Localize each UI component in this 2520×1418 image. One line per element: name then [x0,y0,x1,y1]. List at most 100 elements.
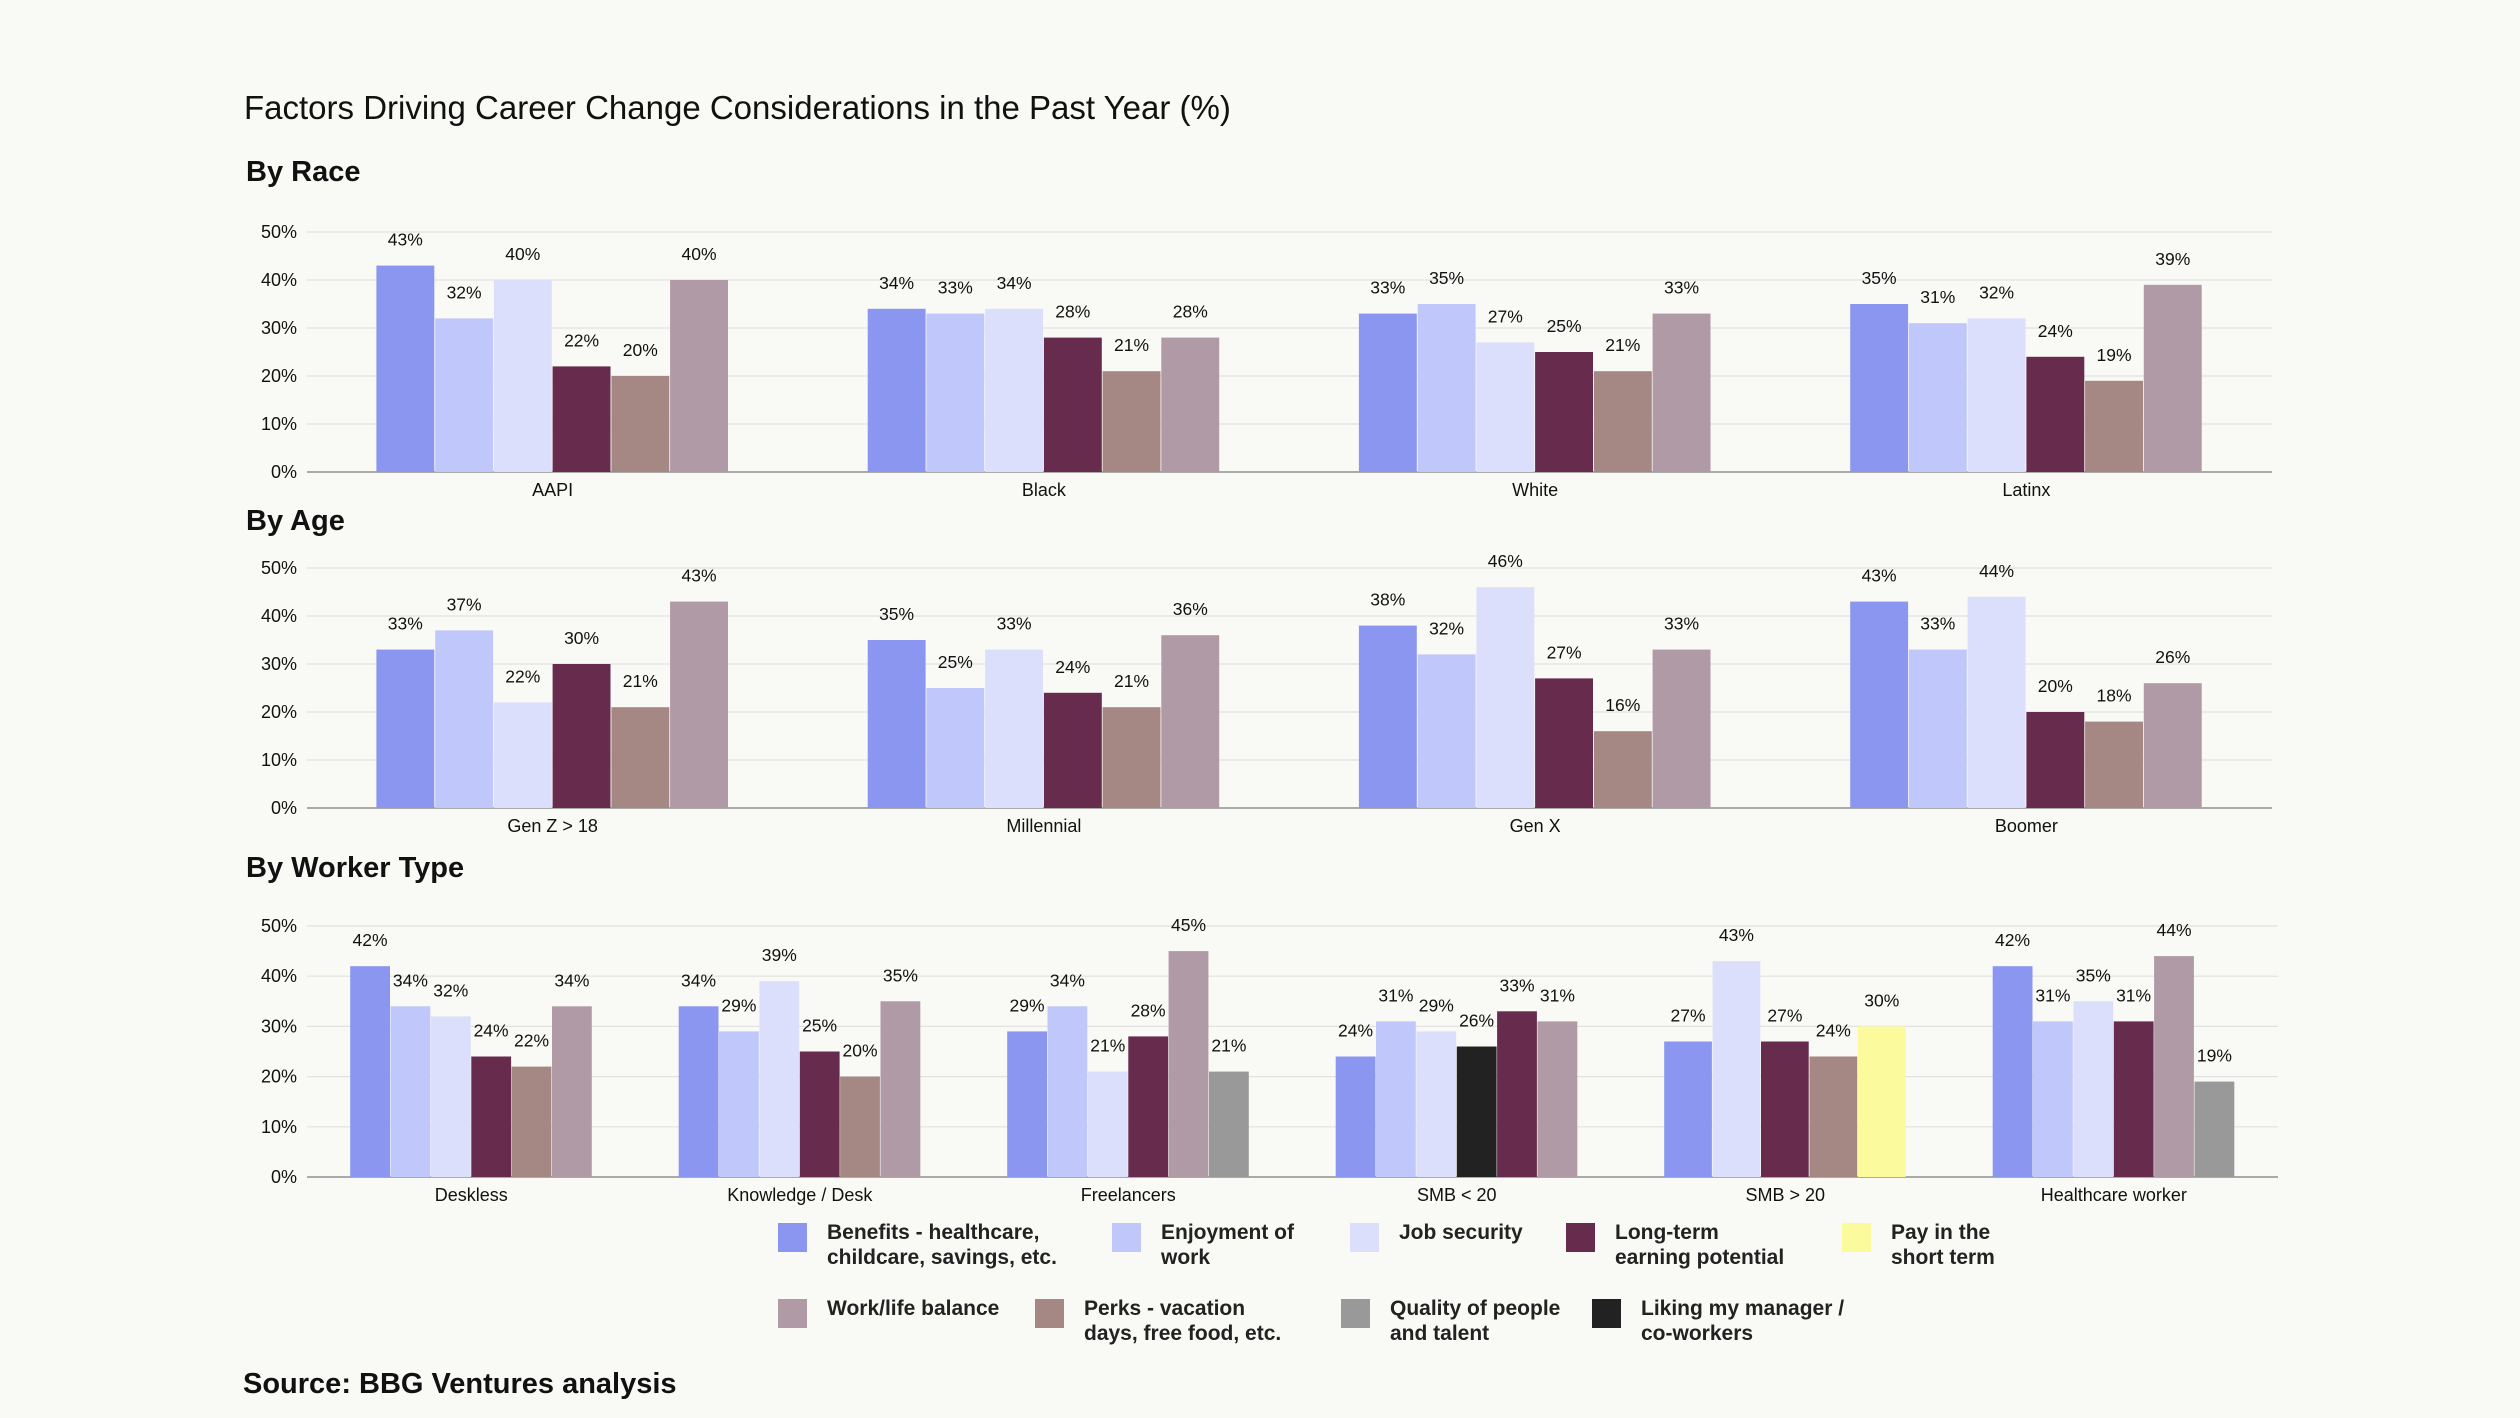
y-tick-label: 30% [261,654,297,674]
data-label: 21% [1211,1036,1246,1056]
bar-boomer-enjoyment [1908,649,1967,808]
data-label: 28% [1055,302,1090,322]
bar-white-enjoyment [1417,304,1476,472]
y-tick-label: 30% [261,1016,297,1036]
data-label: 21% [1114,335,1149,355]
bar-gen-z-18-benefits [376,649,435,808]
legend-swatch-enjoyment [1112,1223,1141,1252]
category-label: AAPI [532,480,573,500]
race-chart: 0% 10% 20% 30% 40% 50% 43% 32% 40% 22% 20% 40% AAPI 3… [261,222,2272,500]
data-label: 32% [447,282,482,302]
data-label: 24% [2038,321,2073,341]
data-label: 35% [1862,268,1897,288]
race-section-title: By Race [246,156,360,188]
data-label: 21% [1605,335,1640,355]
data-label: 33% [388,614,423,634]
legend-label-longterm: earning potential [1615,1246,1784,1269]
bar-freelancers-benefits [1007,1031,1047,1177]
legend-label-benefits: childcare, savings, etc. [827,1246,1057,1269]
bar-freelancers-enjoyment [1047,1006,1088,1177]
data-label: 20% [842,1041,877,1061]
data-label: 43% [1862,566,1897,586]
data-label: 32% [1429,618,1464,638]
y-tick-label: 0% [271,1167,297,1187]
data-label: 31% [1920,287,1955,307]
y-tick-label: 20% [261,1067,297,1087]
data-label: 33% [1499,975,1534,995]
bar-white-jobsec [1476,342,1535,472]
data-label: 37% [447,594,482,614]
bar-latinx-enjoyment [1908,323,1967,472]
data-label: 35% [2076,965,2111,985]
data-label: 24% [1338,1021,1373,1041]
data-label: 27% [1767,1006,1802,1026]
y-tick-label: 20% [261,702,297,722]
bar-knowledge-desk-benefits [678,1006,719,1177]
y-tick-label: 50% [261,222,297,242]
data-label: 16% [1605,695,1640,715]
y-tick-label: 40% [261,966,297,986]
age-chart: 0% 10% 20% 30% 40% 50% 33% 37% 22% 30% 21% 43% Gen Z… [261,551,2272,836]
data-label: 43% [681,566,716,586]
bar-healthcare-worker-jobsec [2073,1001,2114,1177]
data-label: 31% [1378,985,1413,1005]
data-label: 33% [997,614,1032,634]
data-label: 39% [762,945,797,965]
bar-black-jobsec [985,308,1043,472]
bar-freelancers-longterm [1128,1036,1169,1177]
data-label: 24% [1816,1021,1851,1041]
bar-freelancers-jobsec [1087,1071,1128,1177]
bar-gen-x-longterm [1535,678,1593,808]
bar-gen-z-18-jobsec [493,702,552,808]
data-label: 34% [681,970,716,990]
data-label: 38% [1370,590,1405,610]
data-label: 35% [879,604,914,624]
bar-millennial-worklife [1161,635,1220,808]
data-label: 39% [2155,249,2190,269]
category-label: Boomer [1995,816,2058,836]
bar-smb-20-perks [1809,1056,1858,1177]
bar-aapi-worklife [670,280,728,472]
bar-healthcare-worker-benefits [1992,966,2033,1177]
bar-deskless-benefits [350,966,390,1177]
legend-label-enjoyment: work [1160,1246,1210,1269]
data-label: 19% [2096,345,2131,365]
bar-knowledge-desk-enjoyment [719,1031,759,1177]
data-label: 34% [879,273,914,293]
y-tick-label: 40% [261,606,297,626]
bar-healthcare-worker-worklife [2154,956,2194,1177]
legend-label-benefits: Benefits - healthcare, [827,1221,1039,1244]
bar-boomer-longterm [2026,712,2085,808]
data-label: 43% [388,230,423,250]
data-label: 29% [1419,995,1454,1015]
data-label: 21% [1114,671,1149,691]
bar-aapi-enjoyment [435,318,494,472]
data-label: 18% [2096,686,2131,706]
bar-black-longterm [1043,337,1102,472]
bar-latinx-benefits [1850,304,1909,472]
y-tick-label: 50% [261,916,297,936]
data-label: 25% [938,652,973,672]
bar-boomer-perks [2085,721,2143,808]
bar-healthcare-worker-enjoyment [2033,1021,2073,1177]
bar-freelancers-quality [1209,1071,1249,1177]
data-label: 34% [554,970,589,990]
bar-smb-20-pay [1857,1026,1906,1177]
bar-knowledge-desk-worklife [880,1001,921,1177]
category-label: Gen X [1510,816,1561,836]
data-label: 21% [623,671,658,691]
data-label: 25% [802,1016,837,1036]
data-label: 34% [1050,970,1085,990]
bar-deskless-enjoyment [390,1006,431,1177]
data-label: 27% [1547,642,1582,662]
data-label: 35% [1429,268,1464,288]
bar-deskless-worklife [552,1006,592,1177]
category-label: White [1512,480,1558,500]
bar-boomer-jobsec [1967,596,2026,808]
bar-white-benefits [1358,313,1417,472]
legend-swatch-quality [1341,1299,1370,1328]
legend-label-worklife: Work/life balance [827,1297,999,1320]
legend-swatch-perks [1035,1299,1064,1328]
data-label: 40% [505,244,540,264]
